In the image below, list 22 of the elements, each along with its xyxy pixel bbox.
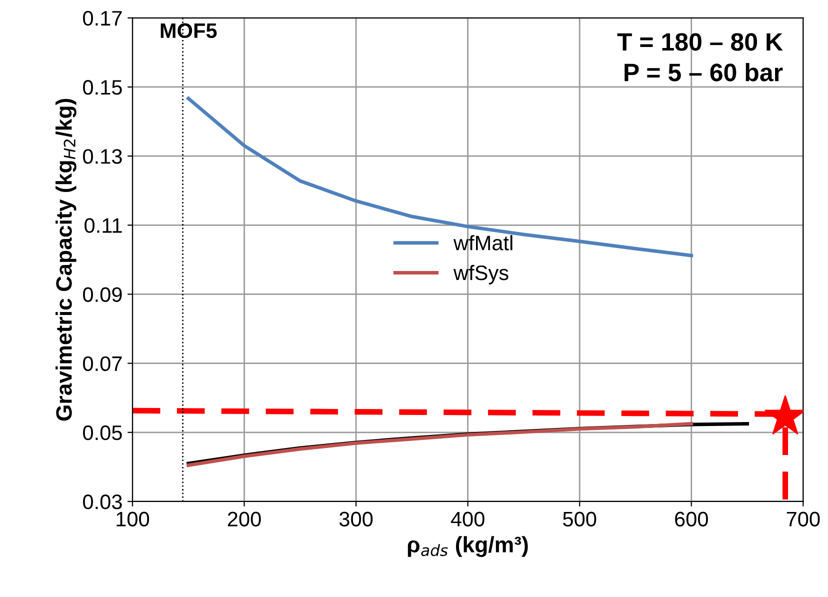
y-axis-title: Gravimetric Capacity (kg$_{H2}$/kg) — [56, 98, 76, 421]
y-tick-label: 0.05 — [83, 425, 122, 440]
x-tick-label: 400 — [450, 512, 484, 527]
legend-label: wfMatl — [453, 235, 512, 250]
y-tick-label: 0.07 — [83, 356, 122, 372]
x-axis-title: ρ$_{ads}$ (kg/m³) — [408, 536, 528, 557]
legend-label: wfSys — [453, 264, 508, 284]
y-tick-label: 0.11 — [84, 218, 122, 233]
y-tick-label: 0.09 — [83, 287, 122, 302]
x-tick-label: 300 — [339, 512, 373, 527]
ref-line-label: MOF5 — [160, 23, 217, 38]
y-tick-label: 0.17 — [83, 10, 122, 26]
y-tick-label: 0.15 — [83, 80, 122, 95]
y-tick-label: 0.03 — [83, 494, 122, 510]
y-tick-label: 0.13 — [83, 149, 122, 164]
x-tick-label: 100 — [116, 512, 150, 527]
x-tick-label: 200 — [228, 512, 261, 527]
x-tick-label: 500 — [563, 512, 596, 527]
x-tick-label: 600 — [675, 512, 708, 527]
x-tick-label: 700 — [786, 512, 820, 527]
annotation: T = 180 – 80 K P = 5 – 60 bar — [617, 33, 783, 82]
line-series — [186, 96, 694, 258]
